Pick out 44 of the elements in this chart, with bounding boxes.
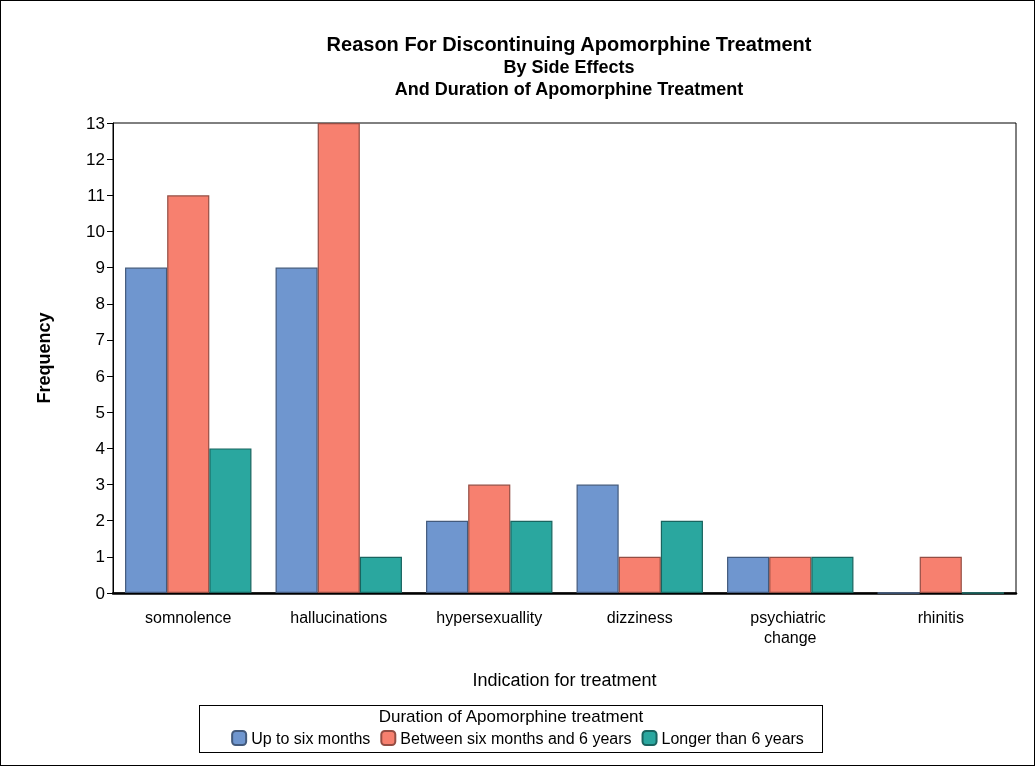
y-tick-label: 13 [86, 113, 105, 133]
bar [275, 267, 318, 593]
y-tick-label: 2 [95, 511, 105, 531]
y-tick-label: 0 [95, 583, 105, 603]
y-tick-label: 5 [95, 402, 105, 422]
y-tick-label: 11 [87, 185, 105, 205]
y-tick-label: 8 [95, 294, 105, 314]
x-tick-label: hypersexuallity [436, 608, 543, 626]
bar [317, 123, 360, 593]
bar [769, 556, 812, 593]
bar [727, 556, 770, 593]
legend-label: Longer than 6 years [661, 729, 804, 747]
chart-subtitle: By Side Effects And Duration of Apomorphine Treatment [394, 57, 744, 99]
legend-title: Duration of Apomorphine treatment [378, 707, 644, 726]
bar [209, 448, 252, 593]
bar [811, 556, 854, 593]
y-tick-label: 7 [95, 330, 105, 350]
y-tick-label: 6 [95, 366, 105, 386]
bar [468, 484, 511, 593]
bar [576, 484, 619, 593]
bar [426, 520, 469, 593]
bar [359, 556, 402, 593]
y-tick-label: 9 [95, 258, 105, 278]
bar [510, 520, 553, 593]
y-tick-label: 1 [95, 547, 105, 567]
x-tick-label: somnolence [145, 608, 232, 626]
bar [919, 556, 962, 593]
y-axis-title: Frequency [34, 312, 54, 404]
legend-label: Up to six months [251, 729, 371, 747]
bar [660, 520, 703, 593]
x-tick-label: psychiatric change [750, 608, 831, 646]
bar [618, 556, 661, 593]
chart-title: Reason For Discontinuing Apomorphine Treatment [326, 33, 812, 55]
y-tick-label: 4 [95, 438, 105, 458]
legend-label: Between six months and 6 years [400, 729, 632, 747]
y-tick-label: 3 [95, 475, 105, 495]
bar [125, 267, 168, 593]
bar [167, 195, 210, 593]
x-tick-label: dizziness [606, 608, 673, 626]
x-tick-label: rhinitis [917, 608, 964, 626]
y-tick-label: 10 [86, 221, 105, 241]
x-axis-title: Indication for treatment [472, 670, 657, 690]
x-tick-label: hallucinations [290, 608, 388, 626]
y-tick-label: 12 [86, 149, 105, 169]
